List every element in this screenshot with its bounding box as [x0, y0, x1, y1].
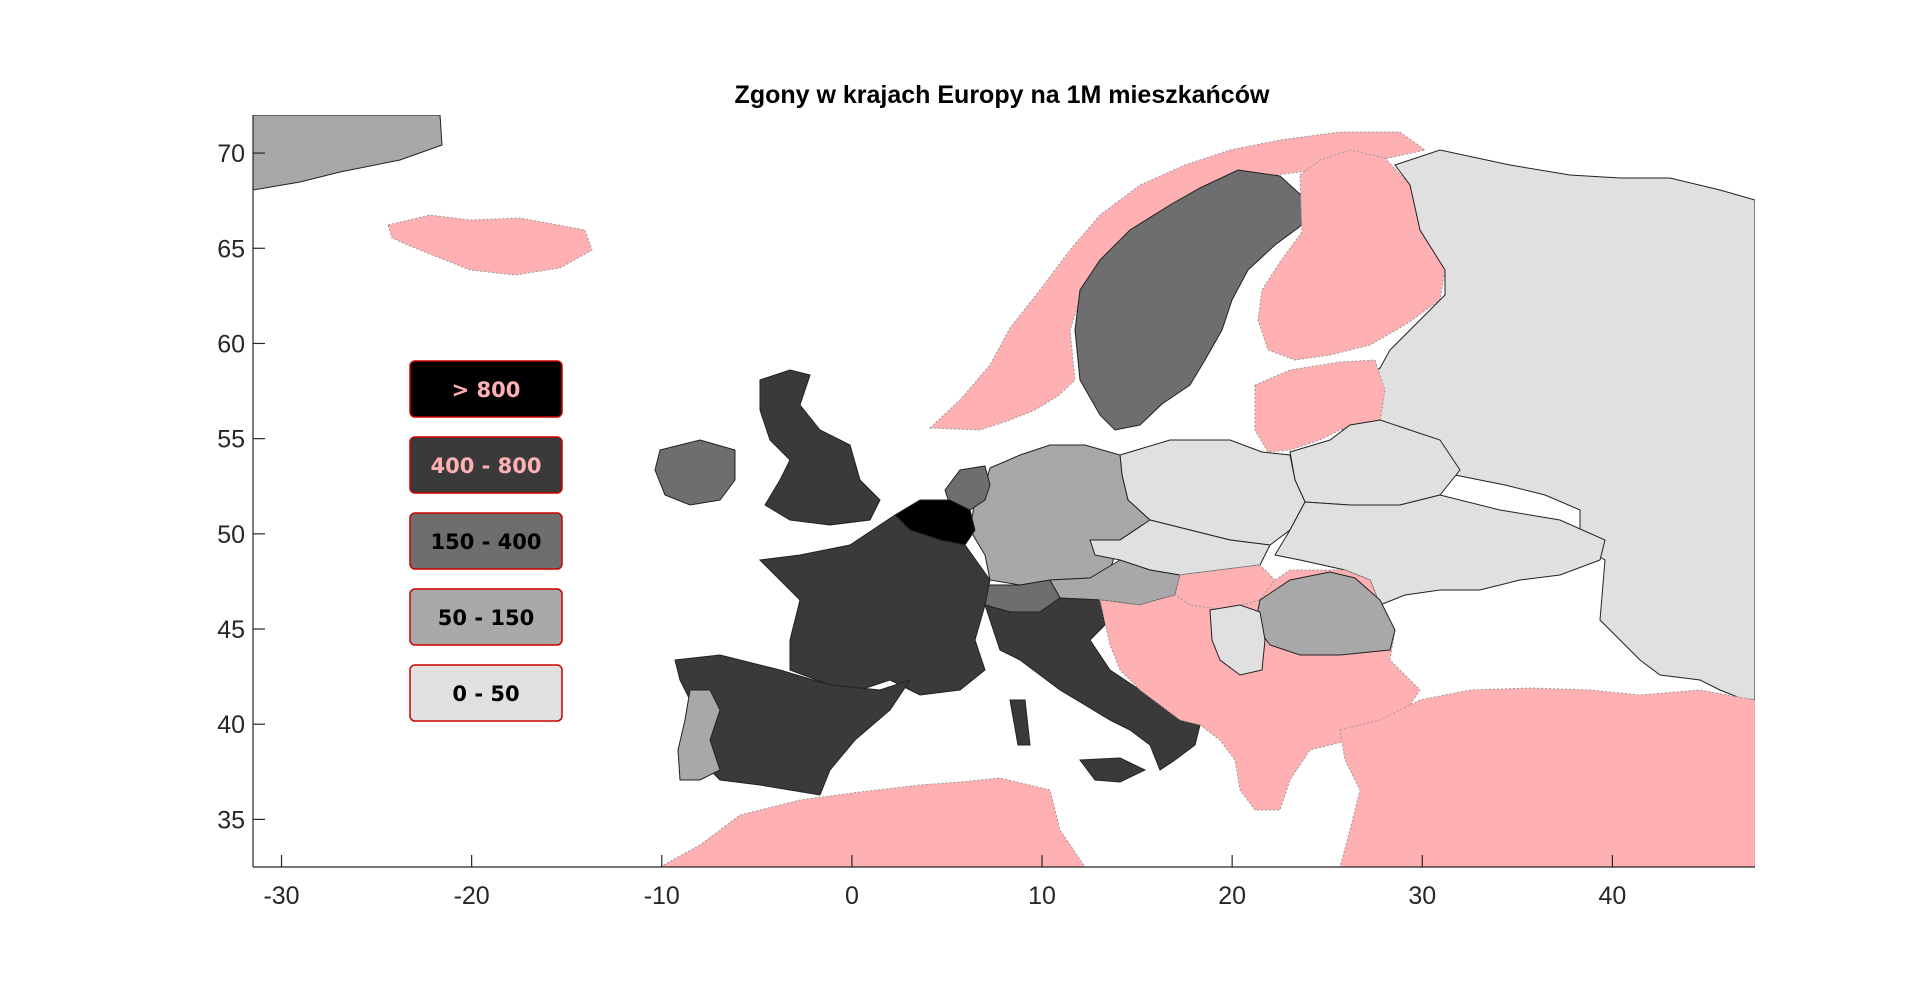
y-tick-label: 70	[217, 140, 245, 168]
region-united-kingdom	[759, 369, 881, 526]
y-tick-label: 60	[217, 330, 245, 358]
region-sweden	[1074, 169, 1303, 431]
y-tick-label: 45	[217, 616, 245, 644]
x-axis-ticks: -30 -20 -10 0 10 20 30 40	[263, 855, 1626, 910]
legend-box	[409, 436, 563, 494]
region-finland	[1257, 149, 1446, 361]
region-iceland	[387, 214, 593, 276]
map-area	[253, 115, 1755, 867]
legend-box	[409, 360, 563, 418]
x-tick-label: 30	[1408, 882, 1436, 910]
region-portugal	[677, 689, 721, 781]
x-tick-label: -20	[454, 882, 490, 910]
region-greenland	[253, 115, 443, 191]
y-tick-label: 40	[217, 711, 245, 739]
x-tick-label: 20	[1218, 882, 1246, 910]
region-north-africa	[659, 777, 1086, 867]
x-tick-label: -30	[263, 882, 299, 910]
legend-label: 400 - 800	[430, 454, 541, 478]
x-tick-label: 40	[1598, 882, 1626, 910]
legend-box	[409, 664, 563, 722]
region-romania	[1254, 571, 1396, 656]
y-tick-label: 55	[217, 426, 245, 454]
y-tick-label: 50	[217, 521, 245, 549]
region-ireland	[654, 439, 736, 506]
legend-box	[409, 588, 563, 646]
axes	[252, 115, 1755, 868]
legend-label: 50 - 150	[438, 606, 534, 630]
region-hungary	[1174, 564, 1276, 611]
x-tick-label: 10	[1028, 882, 1056, 910]
legend: > 800 400 - 800 150 - 400 50 - 150 0 - 50	[409, 360, 563, 722]
legend-label: 150 - 400	[430, 530, 541, 554]
x-tick-label: 0	[845, 882, 859, 910]
legend-label: 0 - 50	[452, 682, 519, 706]
region-france	[758, 514, 991, 696]
x-tick-label: -10	[644, 882, 680, 910]
region-turkey	[1339, 687, 1755, 867]
legend-box	[409, 512, 563, 570]
chart-title: Zgony w krajach Europy na 1M mieszkańców	[735, 81, 1270, 109]
y-axis-ticks: 35 40 45 50 55 60 65 70	[217, 140, 265, 834]
legend-label: > 800	[452, 378, 521, 402]
region-serbia	[1209, 604, 1266, 676]
region-italy-islands	[1009, 699, 1031, 746]
region-italy	[984, 597, 1201, 771]
region-sicily	[1079, 757, 1147, 783]
y-tick-label: 65	[217, 235, 245, 263]
y-tick-label: 35	[217, 806, 245, 834]
